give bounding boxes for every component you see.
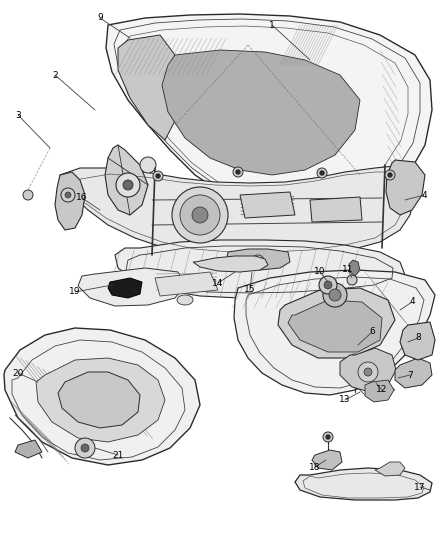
Polygon shape	[395, 358, 432, 388]
Polygon shape	[226, 249, 290, 270]
Ellipse shape	[177, 295, 193, 305]
Polygon shape	[295, 468, 432, 500]
Circle shape	[388, 173, 392, 177]
Polygon shape	[340, 348, 396, 392]
Circle shape	[75, 438, 95, 458]
Circle shape	[319, 276, 337, 294]
Polygon shape	[312, 450, 342, 470]
Circle shape	[358, 362, 378, 382]
Circle shape	[350, 278, 354, 282]
Circle shape	[180, 195, 220, 235]
Circle shape	[233, 167, 243, 177]
Circle shape	[153, 171, 163, 181]
Circle shape	[156, 174, 160, 178]
Text: 16: 16	[76, 193, 88, 203]
Polygon shape	[15, 440, 42, 458]
Polygon shape	[78, 268, 185, 306]
Polygon shape	[106, 14, 432, 222]
Text: 19: 19	[69, 287, 81, 296]
Text: 12: 12	[376, 385, 388, 394]
Text: 14: 14	[212, 279, 224, 287]
Circle shape	[320, 171, 324, 175]
Circle shape	[326, 435, 330, 439]
Text: 8: 8	[415, 334, 421, 343]
Text: 20: 20	[12, 368, 24, 377]
Circle shape	[61, 188, 75, 202]
Circle shape	[385, 170, 395, 180]
Text: 10: 10	[314, 268, 326, 277]
Circle shape	[329, 289, 341, 301]
Circle shape	[123, 180, 133, 190]
Text: 15: 15	[244, 286, 256, 295]
Polygon shape	[278, 288, 395, 358]
Polygon shape	[288, 300, 382, 352]
Circle shape	[317, 168, 327, 178]
Text: 11: 11	[342, 265, 354, 274]
Circle shape	[26, 193, 30, 197]
Polygon shape	[349, 260, 360, 276]
Polygon shape	[386, 160, 425, 215]
Circle shape	[347, 275, 357, 285]
Circle shape	[192, 207, 208, 223]
Text: 13: 13	[339, 395, 351, 405]
Circle shape	[252, 255, 264, 267]
Circle shape	[116, 173, 140, 197]
Circle shape	[81, 444, 89, 452]
Circle shape	[323, 283, 347, 307]
Circle shape	[236, 170, 240, 174]
Polygon shape	[162, 50, 360, 175]
Circle shape	[23, 190, 33, 200]
Polygon shape	[60, 165, 415, 258]
Polygon shape	[240, 192, 295, 218]
Polygon shape	[155, 272, 218, 296]
Polygon shape	[193, 256, 268, 272]
Polygon shape	[115, 240, 405, 298]
Circle shape	[364, 368, 372, 376]
Text: 18: 18	[309, 463, 321, 472]
Text: 9: 9	[97, 13, 103, 22]
Text: 4: 4	[421, 190, 427, 199]
Polygon shape	[58, 372, 140, 428]
Polygon shape	[108, 278, 142, 298]
Circle shape	[324, 281, 332, 289]
Circle shape	[323, 432, 333, 442]
Circle shape	[65, 192, 71, 198]
Circle shape	[140, 157, 156, 173]
Polygon shape	[105, 145, 148, 215]
Text: 6: 6	[369, 327, 375, 336]
Polygon shape	[36, 358, 165, 442]
Polygon shape	[234, 270, 435, 395]
Polygon shape	[400, 322, 435, 360]
Text: 3: 3	[15, 110, 21, 119]
Text: 2: 2	[52, 70, 58, 79]
Text: 7: 7	[407, 370, 413, 379]
Text: 17: 17	[414, 482, 426, 491]
Polygon shape	[118, 35, 185, 140]
Circle shape	[333, 293, 337, 297]
Circle shape	[349, 354, 361, 366]
Polygon shape	[55, 172, 85, 230]
Circle shape	[172, 187, 228, 243]
Text: 21: 21	[112, 450, 124, 459]
Text: 1: 1	[269, 20, 275, 29]
Polygon shape	[375, 462, 405, 476]
Text: 4: 4	[409, 297, 415, 306]
Polygon shape	[4, 328, 200, 465]
Polygon shape	[310, 197, 362, 222]
Polygon shape	[365, 380, 394, 402]
